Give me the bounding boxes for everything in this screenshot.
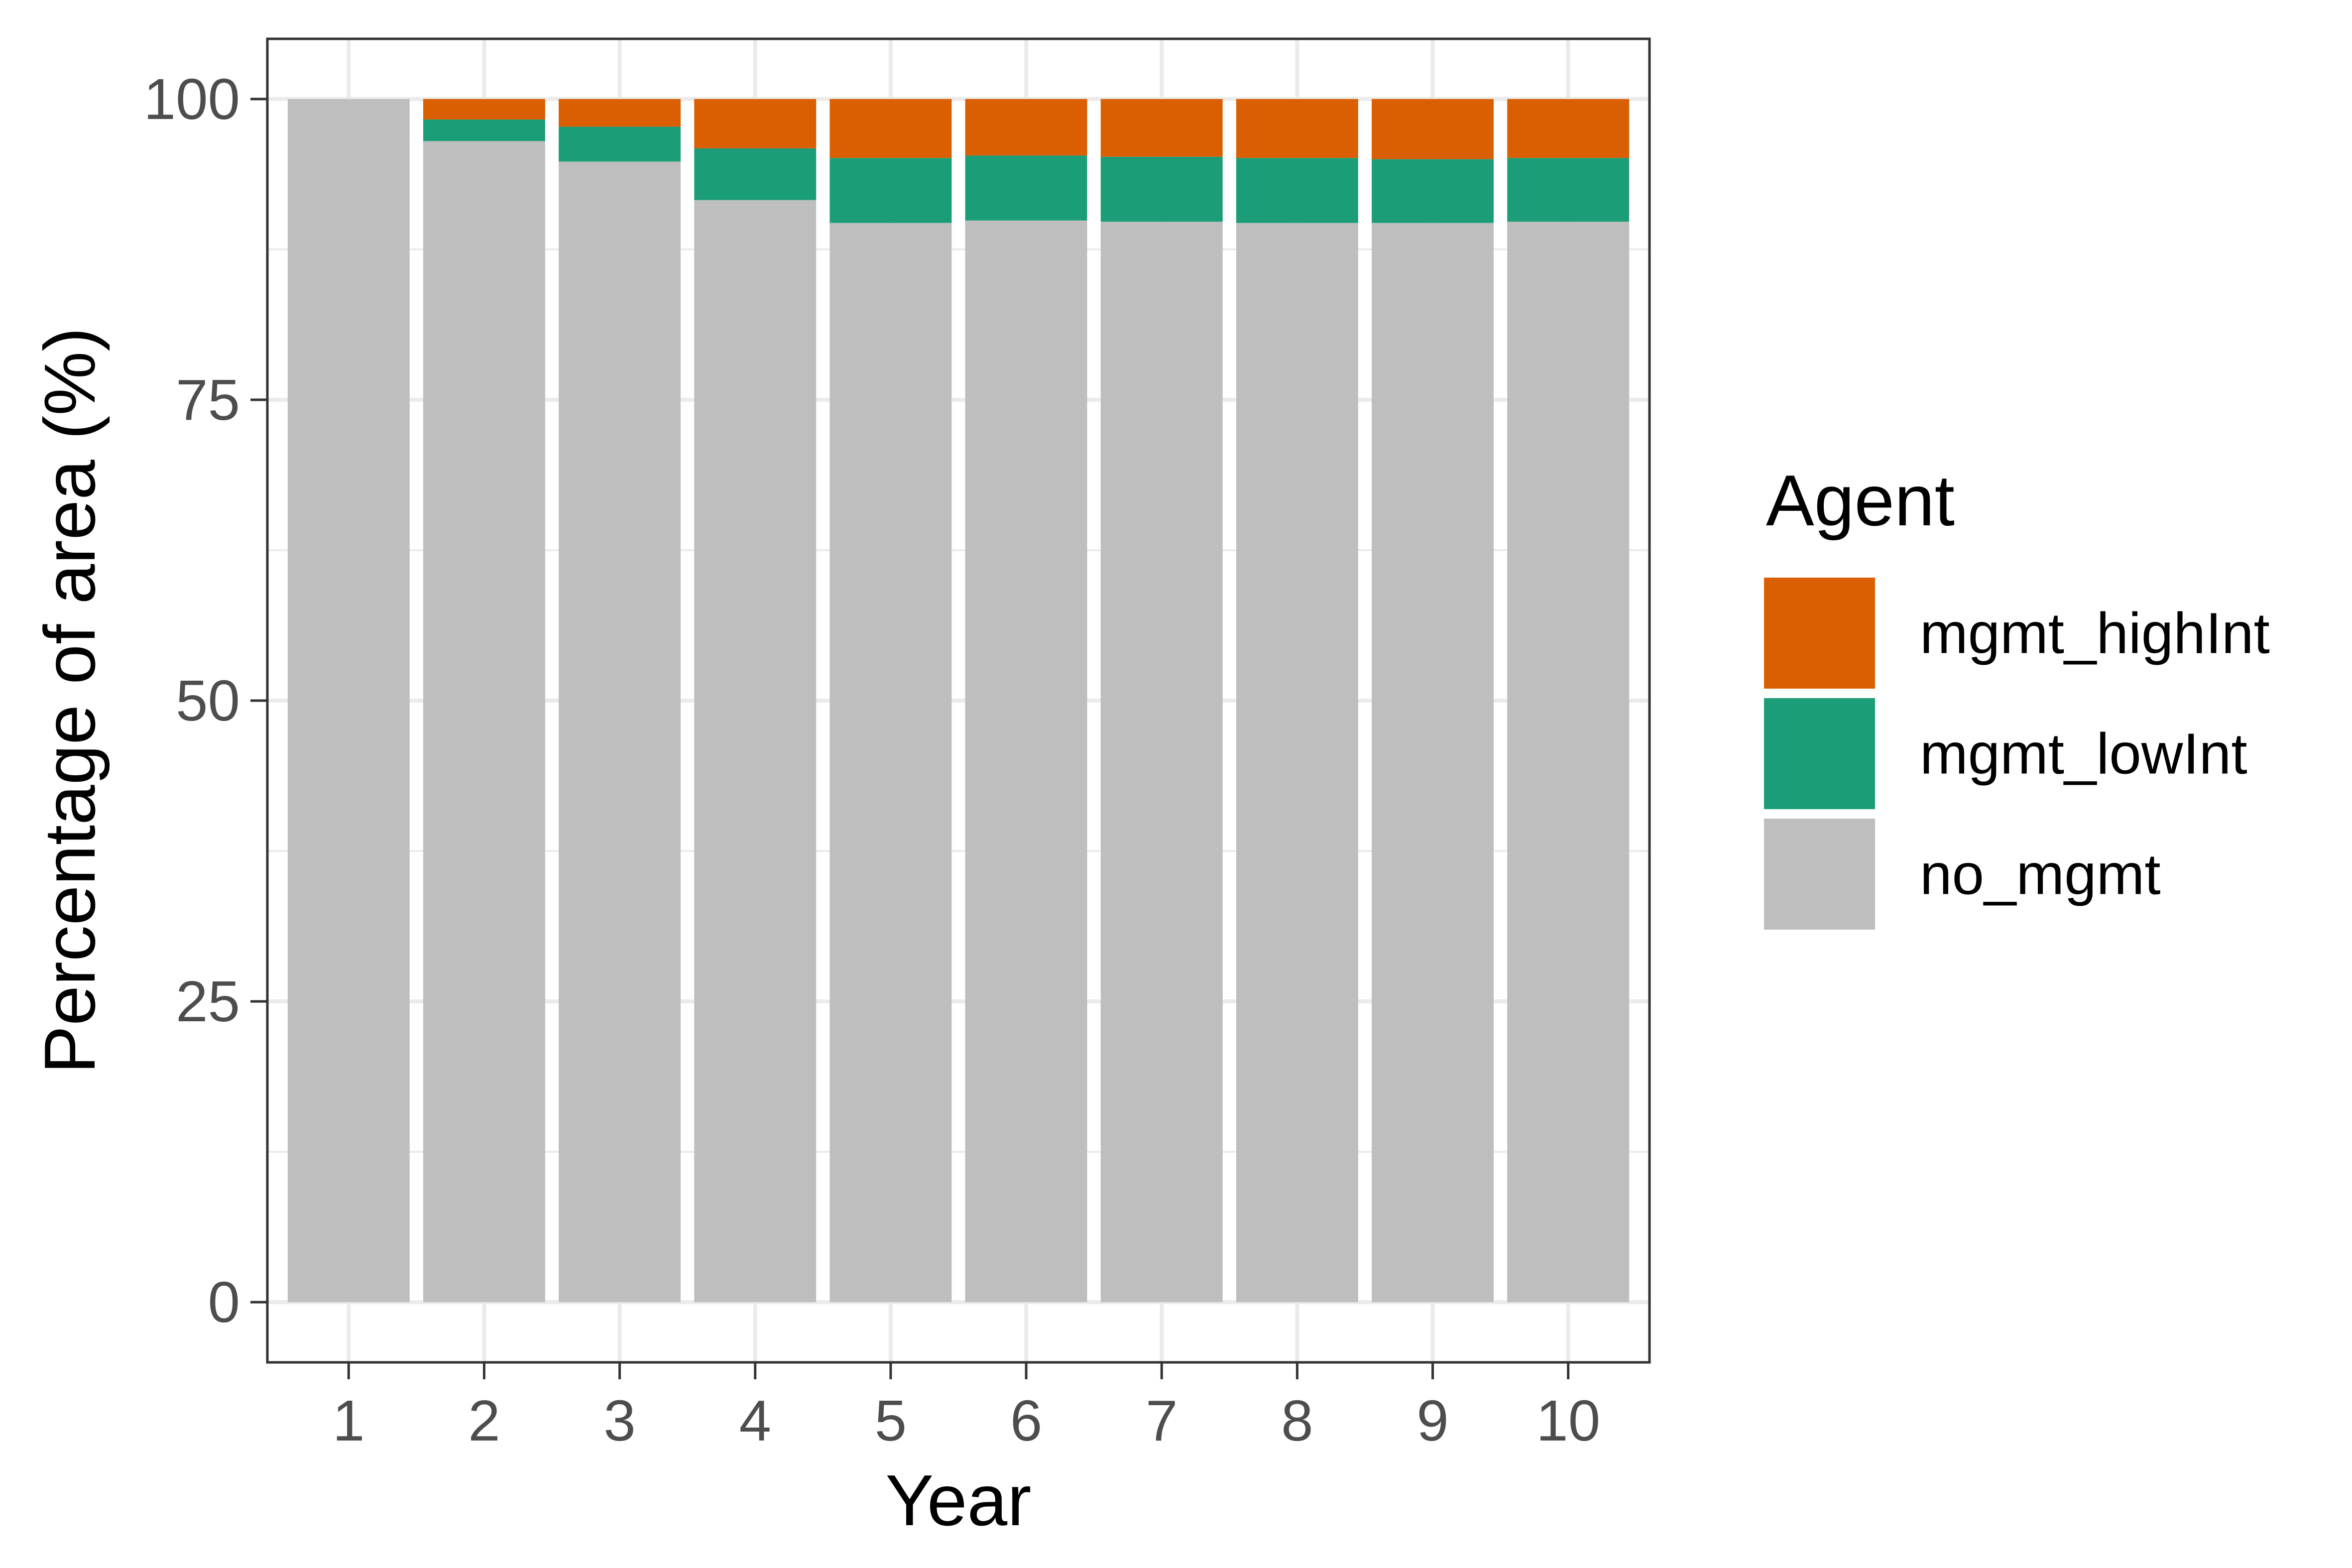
bar-no_mgmt-7 <box>1100 222 1223 1303</box>
bar-mgmt_highInt-4 <box>694 99 817 148</box>
bar-no_mgmt-8 <box>1236 223 1358 1303</box>
x-axis: 1 2 3 4 5 6 7 8 9 10 <box>333 1362 1600 1453</box>
bar-no_mgmt-1 <box>287 99 410 1303</box>
bar-mgmt_highInt-8 <box>1236 99 1358 158</box>
x-tick-label: 7 <box>1146 1388 1178 1453</box>
bar-no_mgmt-9 <box>1372 223 1494 1303</box>
bar-mgmt_highInt-6 <box>965 99 1087 156</box>
legend-key-no_mgmt <box>1764 819 1875 930</box>
legend-label-mgmt_lowInt: mgmt_lowInt <box>1920 722 2247 786</box>
y-tick-label: 75 <box>176 367 240 432</box>
bar-mgmt_lowInt-5 <box>829 158 952 223</box>
bars <box>287 99 1630 1303</box>
x-tick-label: 5 <box>875 1388 907 1453</box>
x-tick-label: 9 <box>1416 1388 1449 1453</box>
bar-mgmt_lowInt-6 <box>965 155 1087 221</box>
y-axis: 0 25 50 75 100 <box>143 67 267 1334</box>
x-tick-label: 8 <box>1281 1388 1313 1453</box>
x-tick-label: 3 <box>603 1388 636 1453</box>
legend-key-mgmt_lowInt <box>1764 698 1875 809</box>
x-tick-label: 4 <box>739 1388 772 1453</box>
bar-mgmt_lowInt-10 <box>1507 158 1630 222</box>
x-tick-label: 6 <box>1010 1388 1043 1453</box>
bar-mgmt_highInt-7 <box>1100 99 1223 157</box>
x-tick-label: 10 <box>1536 1388 1600 1453</box>
bar-mgmt_lowInt-7 <box>1100 156 1223 222</box>
x-tick-label: 1 <box>333 1388 365 1453</box>
x-tick-label: 2 <box>468 1388 500 1453</box>
y-tick-label: 100 <box>143 67 240 131</box>
bar-no_mgmt-2 <box>423 141 545 1303</box>
bar-mgmt_lowInt-4 <box>694 148 817 200</box>
bar-mgmt_highInt-10 <box>1507 99 1630 158</box>
y-tick-label: 0 <box>208 1270 240 1334</box>
bar-mgmt_lowInt-9 <box>1372 159 1494 223</box>
y-tick-label: 25 <box>176 969 240 1034</box>
bar-mgmt_highInt-5 <box>829 99 952 158</box>
bar-no_mgmt-4 <box>694 200 817 1303</box>
legend-label-no_mgmt: no_mgmt <box>1920 842 2161 907</box>
legend-title: Agent <box>1766 460 1955 541</box>
x-axis-title: Year <box>886 1460 1032 1541</box>
bar-mgmt_lowInt-2 <box>423 119 545 141</box>
bar-no_mgmt-6 <box>965 220 1087 1303</box>
y-axis-title: Percentage of area (%) <box>29 327 110 1074</box>
y-tick-label: 50 <box>176 668 240 733</box>
bar-no_mgmt-5 <box>829 223 952 1303</box>
bar-mgmt_lowInt-8 <box>1236 158 1358 223</box>
bar-mgmt_highInt-2 <box>423 99 545 120</box>
legend-key-mgmt_highInt <box>1764 578 1875 689</box>
bar-mgmt_lowInt-3 <box>559 126 681 162</box>
bar-mgmt_highInt-9 <box>1372 99 1494 159</box>
bar-no_mgmt-10 <box>1507 222 1630 1303</box>
bar-no_mgmt-3 <box>559 161 681 1303</box>
bar-mgmt_highInt-3 <box>559 99 681 127</box>
legend: Agent mgmt_highInt mgmt_lowInt no_mgmt <box>1764 460 2270 930</box>
legend-label-mgmt_highInt: mgmt_highInt <box>1920 601 2270 666</box>
